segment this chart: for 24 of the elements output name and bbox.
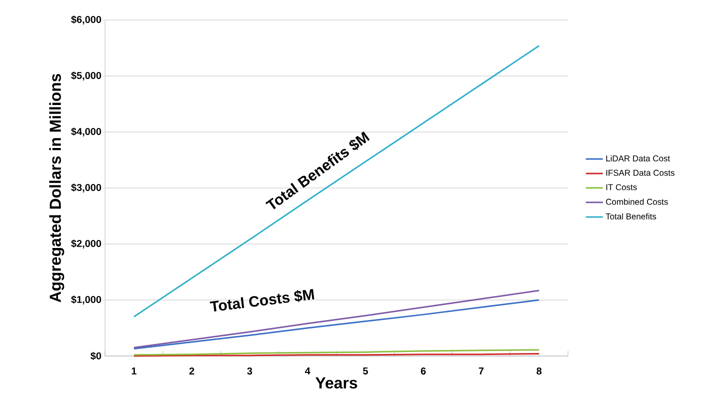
- x-tick-label: 4: [304, 368, 310, 374]
- x-tick-label: 6: [420, 368, 426, 375]
- y-axis-title: Aggregated Dollars in Millions: [49, 74, 64, 302]
- y-tick-label: $2,000: [71, 240, 102, 248]
- y-tick-label: $6,000: [71, 16, 102, 24]
- line-series: [133, 290, 540, 348]
- x-tick-label: 3: [247, 368, 252, 375]
- legend-label: Total Benefits: [606, 213, 656, 220]
- x-tick-label: 2: [189, 368, 194, 374]
- x-tick-label: 5: [362, 368, 368, 374]
- y-tick-label: $1,000: [71, 296, 102, 304]
- legend-label: Combined Costs: [606, 198, 668, 205]
- legend-label: IFSAR Data Costs: [606, 170, 674, 176]
- y-tick-label: $5,000: [71, 72, 102, 80]
- x-tick-label: 1: [132, 368, 136, 374]
- annotation: Total Costs $M: [210, 289, 314, 312]
- y-tick-label: $0: [90, 352, 102, 360]
- y-tick-label: $4,000: [71, 128, 102, 136]
- legend-label: IT Costs: [606, 184, 637, 190]
- legend-label: LiDAR Data Cost: [606, 155, 670, 162]
- y-tick-label: $3,000: [71, 184, 102, 192]
- x-tick-label: 7: [478, 368, 484, 374]
- x-axis-title: Years: [316, 377, 358, 389]
- x-tick-label: 8: [536, 368, 542, 375]
